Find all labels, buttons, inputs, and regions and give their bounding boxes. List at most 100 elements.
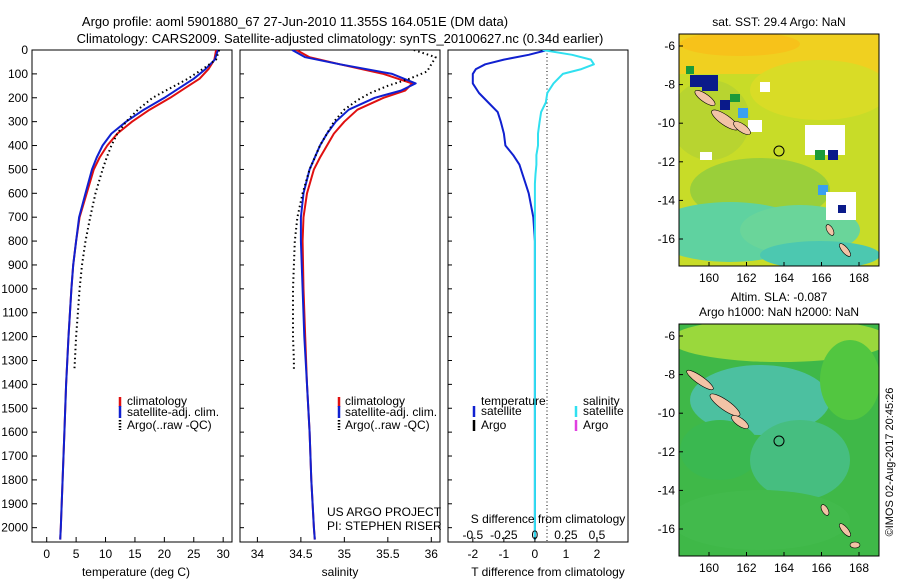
s-diff-tick-label: 0.5 [589, 528, 606, 542]
legend-salinity-header: salinity [583, 394, 620, 408]
legend-climatology: climatology [127, 394, 187, 408]
sla-title1: Altim. SLA: -0.087 [731, 290, 828, 304]
difference-lines [471, 50, 595, 540]
x-tick-label: 20 [158, 547, 172, 561]
salinity-y-ticks [240, 49, 244, 529]
temperature-x-axis: 0 5 10 15 20 25 30 [43, 537, 230, 561]
map-y-tick-label: -10 [658, 116, 676, 130]
depth-tick-label: 1000 [1, 282, 28, 296]
x-tick-label: 0 [43, 547, 50, 561]
legend-s-satellite: satellite [583, 404, 624, 418]
legend-climatology: climatology [345, 394, 405, 408]
s-diff-ticks: -0.5 -0.25 0 0.25 0.5 [462, 528, 605, 542]
x-tick-label: 34 [251, 547, 265, 561]
depth-tick-label: 200 [8, 91, 28, 105]
x-tick-label: 35 [338, 547, 352, 561]
map-y-tick-label: -14 [658, 193, 676, 207]
map-x-tick-label: 166 [811, 271, 831, 285]
temperature-panel: 0100200300400500600700800900100011001200… [1, 43, 233, 579]
legend-argo: Argo(..raw -QC) [127, 418, 212, 432]
salinity-legend: climatology satellite-adj. clim. Argo(..… [337, 394, 437, 432]
x-tick-label: 34.5 [289, 547, 313, 561]
sla-title2: Argo h1000: NaN h2000: NaN [699, 305, 859, 319]
legend-t-satellite: satellite [481, 404, 522, 418]
map-y-tick-label: -8 [664, 78, 675, 92]
legend-satellite-adj: satellite-adj. clim. [345, 405, 437, 419]
depth-tick-label: 1100 [2, 306, 28, 320]
x-tick-label: 5 [73, 547, 80, 561]
sla-map: Altim. SLA: -0.087 Argo h1000: NaN h2000… [658, 290, 880, 575]
map-y-tick-label: -6 [664, 329, 675, 343]
sst-map: sat. SST: 29.4 Argo: NaN [658, 15, 880, 285]
depth-tick-label: 300 [8, 115, 28, 129]
depth-axis: 0 100 200 300 400 500 600 700 800 900 1000 1100 1200… [1, 43, 37, 535]
legend-t-argo: Argo [481, 418, 507, 432]
s-diff-tick-label: -0.5 [462, 528, 483, 542]
s-diff-tick-label: -0.25 [490, 528, 518, 542]
difference-legend: temperature satellite Argo salinity sate… [472, 394, 624, 432]
depth-tick-label: 100 [8, 67, 28, 81]
t-diff-tick-label: 1 [563, 547, 570, 561]
s-diff-tick-label: 0.25 [554, 528, 578, 542]
salinity-x-axis: 34 34.5 35 35.5 36 [251, 537, 439, 561]
t-diff-tick-label: 0 [532, 547, 539, 561]
depth-tick-label: 1500 [1, 401, 28, 415]
depth-tick-label: 1400 [1, 377, 28, 391]
legend-temperature-header: temperature [481, 394, 546, 408]
map-x-tick-label: 164 [774, 561, 794, 575]
t-diff-ticks: -2 -1 0 1 2 [467, 537, 601, 561]
temperature-lines [59, 50, 221, 540]
depth-tick-label: 800 [8, 234, 28, 248]
salinity-xlabel: salinity [322, 565, 359, 579]
legend-s-argo: Argo [583, 418, 609, 432]
salinity-panel: 34 34.5 35 35.5 36 salinity climatology sate… [239, 49, 442, 579]
salinity-lines [291, 50, 437, 540]
x-tick-label: 10 [99, 547, 113, 561]
project-line2: PI: STEPHEN RISER [327, 519, 442, 533]
difference-panel: temperature satellite Argo salinity sate… [447, 49, 629, 579]
map-y-tick-label: -8 [664, 368, 675, 382]
map-y-tick-label: -6 [664, 39, 675, 53]
s-diff-label: S difference from climatology [471, 512, 626, 526]
series-line-3 [292, 50, 437, 370]
map-y-tick-label: -12 [658, 445, 676, 459]
depth-tick-label: 1900 [1, 497, 28, 511]
depth-tick-label: 1200 [1, 330, 28, 344]
x-tick-label: 35.5 [376, 547, 400, 561]
map-x-tick-label: 160 [699, 271, 719, 285]
legend-satellite-adj: satellite-adj. clim. [127, 405, 219, 419]
x-tick-label: 25 [187, 547, 201, 561]
t-diff-tick-label: -2 [467, 547, 478, 561]
map-y-tick-label: -10 [658, 406, 676, 420]
series-line-2 [291, 50, 417, 540]
depth-tick-label: 0 [21, 43, 28, 57]
map-x-tick-label: 162 [736, 561, 756, 575]
map-y-tick-label: -16 [658, 232, 676, 246]
map-x-tick-label: 164 [774, 271, 794, 285]
header-line2: Climatology: CARS2009. Satellite-adjuste… [77, 31, 604, 46]
map-y-tick-label: -16 [658, 522, 676, 536]
map-x-tick-label: 168 [849, 561, 869, 575]
map-y-tick-label: -12 [658, 155, 676, 169]
depth-tick-label: 600 [8, 186, 28, 200]
depth-tick-label: 1600 [1, 425, 28, 439]
sla-axes: -6 -8 -10 -12 -14 -16 160 162 164 166 168 [658, 329, 870, 575]
depth-tick-label: 1700 [1, 449, 28, 463]
map-x-tick-label: 166 [811, 561, 831, 575]
x-tick-label: 30 [216, 547, 230, 561]
temperature-xlabel: temperature (deg C) [82, 565, 190, 579]
map-x-tick-label: 168 [849, 271, 869, 285]
legend-argo: Argo(..raw -QC) [345, 418, 430, 432]
depth-tick-label: 900 [8, 258, 28, 272]
difference-y-ticks [448, 49, 452, 529]
map-y-tick-label: -14 [658, 483, 676, 497]
x-tick-label: 36 [425, 547, 439, 561]
depth-tick-label: 500 [8, 162, 28, 176]
t-diff-tick-label: -1 [499, 547, 510, 561]
depth-tick-label: 400 [8, 139, 28, 153]
t-diff-tick-label: 2 [594, 547, 601, 561]
project-line1: US ARGO PROJECT [327, 505, 442, 519]
s-diff-tick-label: 0 [532, 528, 539, 542]
t-diff-label: T difference from climatology [471, 565, 625, 579]
